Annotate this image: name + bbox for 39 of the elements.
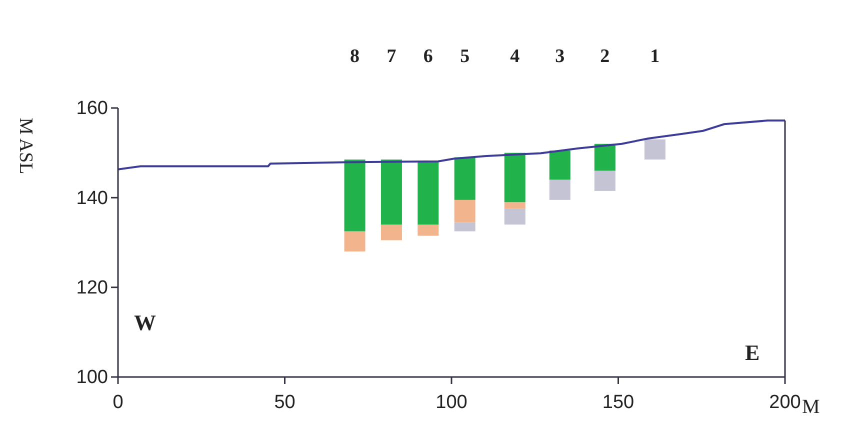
text: 3	[555, 46, 565, 67]
annotation: W	[134, 310, 156, 335]
bar	[504, 152, 526, 202]
text: 6	[423, 46, 433, 67]
bar	[344, 160, 366, 232]
x-tick-label: 100	[436, 392, 468, 413]
y-tick-label: 160	[76, 98, 108, 120]
y-tick-label: 100	[76, 367, 108, 388]
x-tick-label: 200	[769, 392, 801, 413]
bar	[454, 200, 476, 222]
bar	[380, 160, 402, 225]
bar	[594, 144, 616, 171]
x-tick-label: 50	[274, 392, 296, 413]
bar	[594, 170, 616, 191]
bar	[418, 162, 439, 225]
text: 5	[460, 46, 470, 67]
y-tick-label: 120	[76, 277, 108, 298]
y-tick-label: 140	[76, 188, 108, 209]
x-axis-title: M	[802, 396, 820, 418]
annotation: E	[745, 340, 760, 365]
y-axis-title: M ASL	[15, 118, 36, 174]
bar	[418, 224, 439, 236]
line-series	[117, 120, 786, 170]
text: 2	[600, 46, 610, 67]
bar	[549, 150, 570, 180]
bar	[549, 180, 570, 200]
bar	[380, 224, 402, 240]
x-tick-label: 0	[112, 392, 124, 413]
text: 8	[350, 46, 360, 67]
text: 7	[386, 46, 397, 67]
bar	[644, 139, 666, 160]
bar	[504, 208, 526, 225]
text: 4	[510, 46, 520, 67]
text: 1	[650, 46, 660, 67]
bar	[454, 222, 476, 232]
bar	[454, 157, 476, 200]
bar	[504, 202, 526, 209]
bar	[344, 231, 366, 252]
x-tick-label: 150	[602, 392, 634, 413]
